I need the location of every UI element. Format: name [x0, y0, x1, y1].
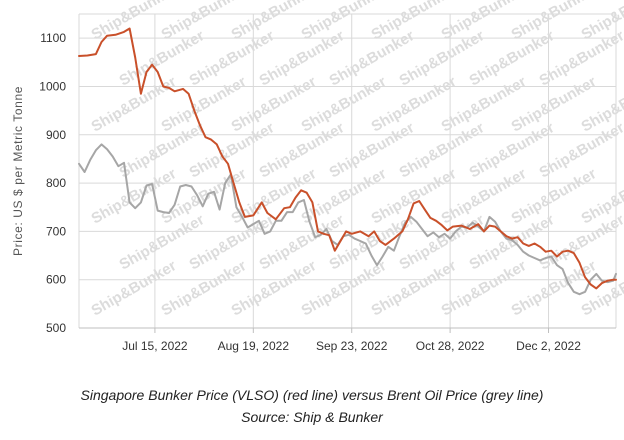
y-tick-label: 1100 — [40, 31, 66, 45]
chart-area: Ship&Bunker Ship&Bunker Ship&Bunker Ship&Bu… — [11, 0, 624, 353]
y-tick-label: 700 — [46, 224, 66, 238]
line-chart: Ship&BunkerShip&BunkerShip&BunkerShip&Bu… — [11, 0, 624, 353]
brent-price-line — [78, 143, 617, 296]
y-tick-label: 500 — [46, 321, 66, 335]
y-tick-label: 600 — [46, 273, 66, 287]
x-tick-label: Oct 28, 2022 — [416, 339, 485, 353]
y-axis-label: Price: US $ per Metric Tonne — [11, 86, 25, 256]
caption-source: Source: Ship & Bunker — [241, 409, 383, 425]
y-axis: 500 600 700 800 900 1000 1100 — [39, 31, 66, 335]
y-tick-label: 800 — [46, 176, 66, 190]
x-axis: Jul 15, 2022 Aug 19, 2022 Sep 23, 2022 Oct … — [122, 328, 581, 353]
x-tick-label: Sep 23, 2022 — [316, 339, 388, 353]
x-tick-label: Aug 19, 2022 — [218, 339, 290, 353]
caption-line: Singapore Bunker Price (VLSO) (red line)… — [80, 387, 544, 403]
series-layer — [78, 27, 617, 296]
plot-background — [79, 14, 616, 328]
figure-caption: Singapore Bunker Price (VLSO) (red line)… — [0, 384, 624, 428]
x-tick-label: Jul 15, 2022 — [122, 339, 188, 353]
y-tick-label: 1000 — [39, 79, 66, 93]
vlso-price-line — [78, 27, 617, 290]
x-tick-label: Dec 2, 2022 — [516, 339, 581, 353]
y-tick-label: 900 — [46, 128, 66, 142]
